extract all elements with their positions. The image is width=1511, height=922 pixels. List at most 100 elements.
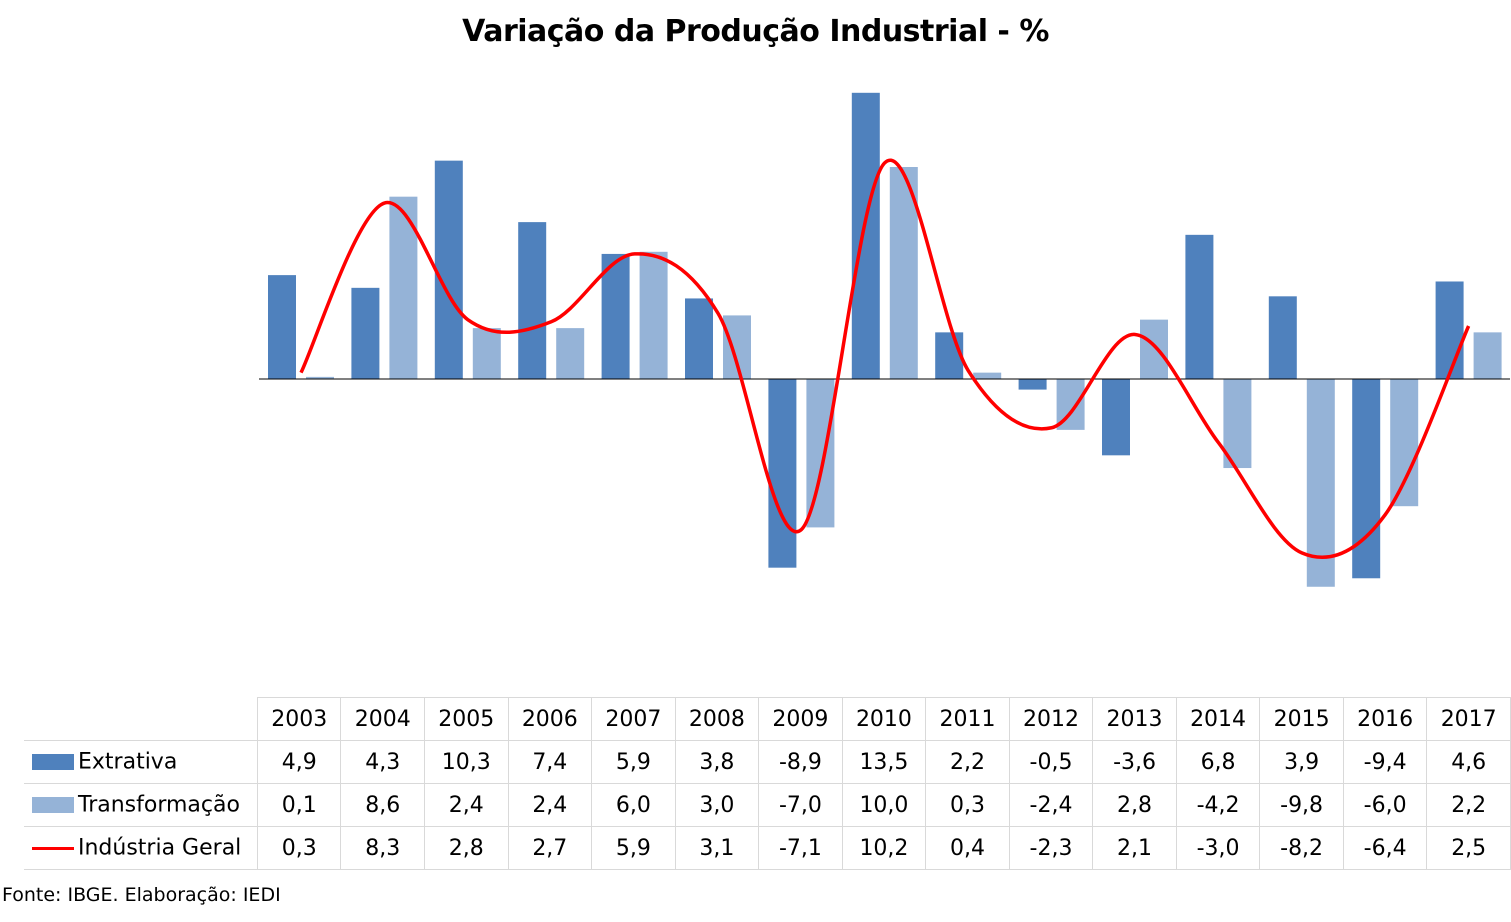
year-label-2015: 2015 bbox=[1259, 697, 1344, 741]
bar-extrativa-2005 bbox=[434, 160, 463, 379]
data-label-2014: -4,2 bbox=[1175, 783, 1261, 827]
data-label-2008: 3,1 bbox=[674, 826, 760, 870]
bars-layer bbox=[268, 92, 1502, 587]
data-label-2009: -8,9 bbox=[758, 740, 843, 784]
source-note: Fonte: IBGE. Elaboração: IEDI bbox=[2, 884, 281, 906]
year-label-2011: 2011 bbox=[925, 697, 1010, 741]
legend-label: Indústria Geral bbox=[78, 835, 242, 861]
data-label-2014: -3,0 bbox=[1175, 826, 1261, 870]
data-label-2010: 10,2 bbox=[841, 826, 927, 870]
year-label-2013: 2013 bbox=[1092, 697, 1177, 741]
data-label-2009: -7,1 bbox=[758, 826, 843, 870]
data-label-2017: 2,2 bbox=[1426, 783, 1511, 827]
bar-transformacao-2005 bbox=[472, 328, 501, 379]
series-line-industria-geral bbox=[299, 158, 1471, 559]
year-label-2009: 2009 bbox=[758, 697, 843, 741]
data-label-2013: 2,1 bbox=[1092, 826, 1177, 870]
data-label-2015: -8,2 bbox=[1259, 826, 1344, 870]
data-label-2015: 3,9 bbox=[1259, 740, 1344, 784]
year-label-2003: 2003 bbox=[256, 697, 342, 741]
data-label-2004: 4,3 bbox=[340, 740, 426, 784]
legend-entry: Indústria Geral bbox=[24, 826, 258, 870]
bar-transformacao-2017 bbox=[1473, 332, 1502, 379]
bar-extrativa-2003 bbox=[268, 275, 296, 379]
data-label-2012: -2,3 bbox=[1008, 826, 1094, 870]
data-table: 2003 2004 2005 2006 2007 2008 2009 2010 2011 2012… bbox=[24, 697, 1511, 870]
year-label-2016: 2016 bbox=[1342, 697, 1428, 741]
data-table-row: Transformação 0,1 8,6 2,4 2,4 6,0 3,0 -7,0 10,0 0… bbox=[24, 783, 1511, 827]
data-label-2008: 3,0 bbox=[674, 783, 760, 827]
bar-extrativa-2010 bbox=[851, 92, 880, 380]
data-label-2005: 2,4 bbox=[424, 783, 509, 827]
legend-label: Transformação bbox=[78, 792, 240, 818]
data-label-2011: 0,3 bbox=[925, 783, 1010, 827]
bar-transformacao-2003 bbox=[306, 376, 334, 379]
bar-extrativa-2004 bbox=[351, 287, 380, 379]
data-table-row: Extrativa 4,9 4,3 10,3 7,4 5,9 3,8 -8,9 13,5 2,2-… bbox=[24, 740, 1511, 784]
legend-entry: Extrativa bbox=[24, 740, 258, 784]
legend-label: Extrativa bbox=[78, 749, 178, 775]
data-label-2010: 13,5 bbox=[841, 740, 927, 784]
legend-entry: Transformação bbox=[24, 783, 258, 827]
data-label-2004: 8,6 bbox=[340, 783, 426, 827]
data-label-2015: -9,8 bbox=[1259, 783, 1344, 827]
data-label-2014: 6,8 bbox=[1175, 740, 1261, 784]
bar-transformacao-2006 bbox=[556, 328, 585, 379]
bar-extrativa-2012 bbox=[1018, 379, 1047, 390]
data-label-2004: 8,3 bbox=[340, 826, 426, 870]
data-label-2011: 0,4 bbox=[925, 826, 1010, 870]
bar-transformacao-2011 bbox=[973, 372, 1002, 379]
data-label-2017: 4,6 bbox=[1426, 740, 1511, 784]
data-label-2007: 5,9 bbox=[591, 826, 676, 870]
legend-swatch bbox=[32, 846, 74, 850]
data-label-2013: -3,6 bbox=[1092, 740, 1177, 784]
chart-plot bbox=[259, 92, 1510, 587]
bar-transformacao-2007 bbox=[639, 251, 668, 379]
bar-extrativa-2015 bbox=[1268, 296, 1297, 379]
data-label-2016: -9,4 bbox=[1342, 740, 1428, 784]
data-label-2012: -0,5 bbox=[1008, 740, 1094, 784]
data-label-2011: 2,2 bbox=[925, 740, 1010, 784]
year-label-2007: 2007 bbox=[591, 697, 676, 741]
data-label-2013: 2,8 bbox=[1092, 783, 1177, 827]
data-label-2012: -2,4 bbox=[1008, 783, 1094, 827]
bar-extrativa-2006 bbox=[518, 222, 547, 379]
year-label-2017: 2017 bbox=[1426, 697, 1511, 741]
bar-extrativa-2008 bbox=[685, 298, 713, 379]
data-label-2007: 6,0 bbox=[591, 783, 676, 827]
year-label-2010: 2010 bbox=[841, 697, 927, 741]
data-label-2005: 2,8 bbox=[424, 826, 509, 870]
data-label-2007: 5,9 bbox=[591, 740, 676, 784]
data-label-2005: 10,3 bbox=[424, 740, 509, 784]
data-label-2003: 0,3 bbox=[256, 826, 342, 870]
chart-title: Variação da Produção Industrial - % bbox=[462, 14, 1049, 49]
bar-extrativa-2007 bbox=[601, 253, 630, 379]
data-label-2006: 7,4 bbox=[507, 740, 593, 784]
bar-extrativa-2014 bbox=[1185, 234, 1214, 379]
bar-extrativa-2013 bbox=[1102, 379, 1130, 456]
year-label-2008: 2008 bbox=[674, 697, 760, 741]
bar-extrativa-2016 bbox=[1352, 379, 1381, 579]
bar-extrativa-2011 bbox=[935, 332, 964, 379]
data-label-2009: -7,0 bbox=[758, 783, 843, 827]
legend-swatch bbox=[32, 797, 74, 814]
bar-transformacao-2013 bbox=[1140, 319, 1168, 379]
year-label-2014: 2014 bbox=[1175, 697, 1261, 741]
year-label-2004: 2004 bbox=[340, 697, 426, 741]
data-label-2006: 2,4 bbox=[507, 783, 593, 827]
bar-transformacao-2016 bbox=[1390, 379, 1419, 507]
data-label-2017: 2,5 bbox=[1426, 826, 1511, 870]
data-table-header-row: 2003 2004 2005 2006 2007 2008 2009 2010 2011 2012… bbox=[24, 697, 1511, 741]
bar-extrativa-2009 bbox=[768, 379, 797, 568]
data-label-2010: 10,0 bbox=[841, 783, 927, 827]
bar-extrativa-2017 bbox=[1435, 281, 1464, 379]
data-table-corner bbox=[24, 697, 258, 741]
year-label-2006: 2006 bbox=[507, 697, 593, 741]
data-label-2016: -6,4 bbox=[1342, 826, 1428, 870]
data-label-2006: 2,7 bbox=[507, 826, 593, 870]
bar-transformacao-2009 bbox=[806, 379, 835, 528]
year-label-2012: 2012 bbox=[1008, 697, 1094, 741]
data-label-2008: 3,8 bbox=[674, 740, 760, 784]
bar-transformacao-2015 bbox=[1306, 379, 1335, 587]
data-label-2016: -6,0 bbox=[1342, 783, 1428, 827]
